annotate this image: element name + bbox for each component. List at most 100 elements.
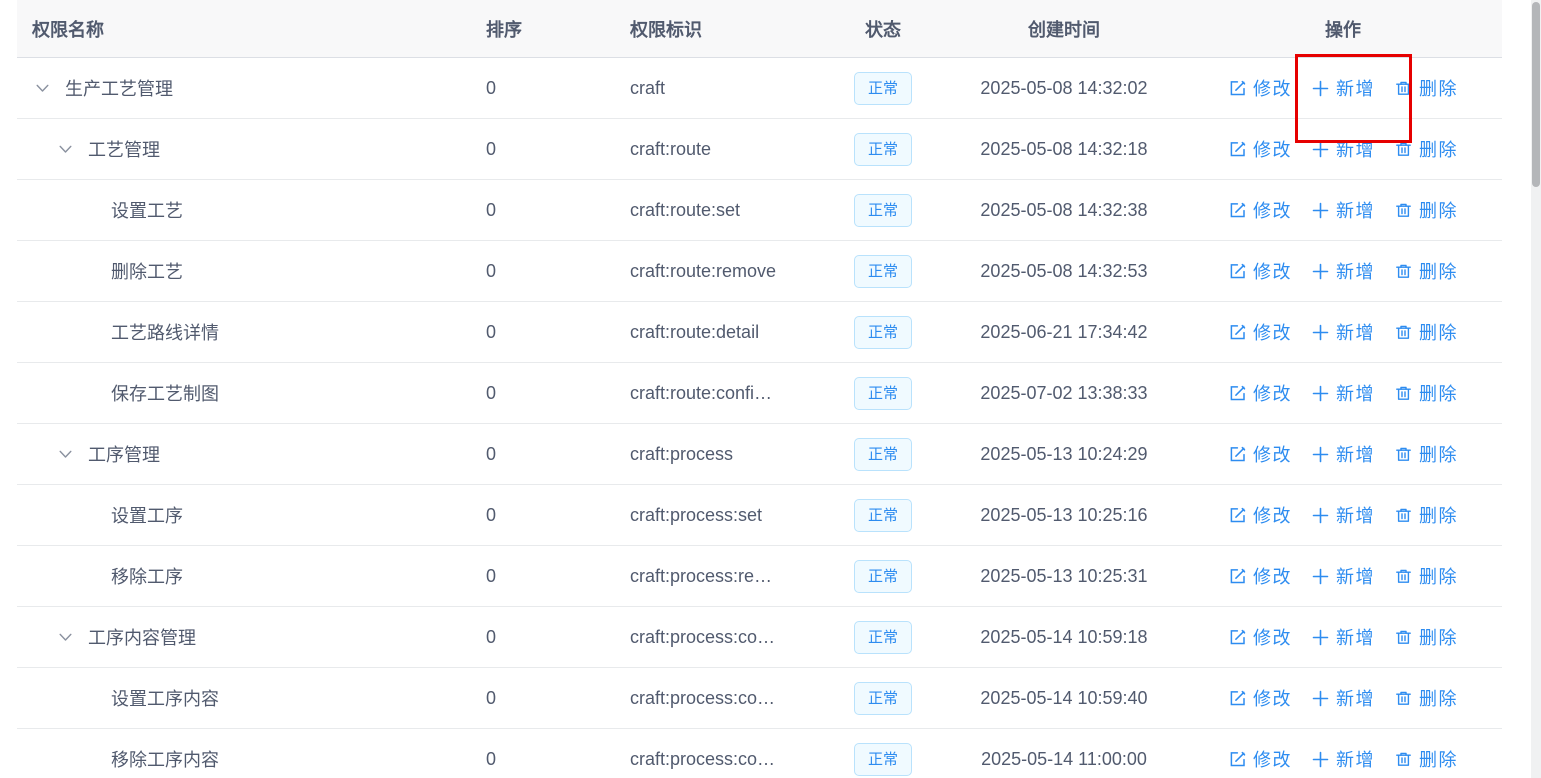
table-row: 移除工序内容 0 craft:process:co… 正常 2025-05-14…	[17, 729, 1502, 778]
add-button[interactable]: 新增	[1311, 197, 1375, 223]
created-time: 2025-05-13 10:25:31	[980, 565, 1148, 586]
status-cell: 正常	[822, 193, 944, 227]
add-button[interactable]: 新增	[1311, 746, 1375, 772]
add-button-label: 新增	[1336, 506, 1375, 526]
chevron-down-icon[interactable]	[36, 84, 65, 93]
chevron-down-icon[interactable]	[59, 145, 88, 154]
chevron-down-icon[interactable]	[59, 633, 88, 642]
created-time: 2025-05-08 14:32:02	[980, 77, 1148, 98]
add-button[interactable]: 新增	[1311, 441, 1375, 467]
permission-key: craft:route:remove	[630, 260, 777, 281]
add-button[interactable]: 新增	[1311, 624, 1375, 650]
edit-button[interactable]: 修改	[1228, 563, 1292, 589]
trash-icon	[1396, 569, 1411, 583]
delete-button[interactable]: 删除	[1394, 563, 1458, 589]
table-row: 生产工艺管理 0 craft 正常 2025-05-08 14:32:02 修改	[17, 58, 1502, 119]
sort-value: 0	[486, 565, 497, 586]
permission-name-cell: 生产工艺管理	[17, 75, 462, 101]
edit-square-icon	[1230, 80, 1246, 95]
delete-button[interactable]: 删除	[1394, 380, 1458, 406]
edit-button[interactable]: 修改	[1228, 75, 1292, 101]
delete-button[interactable]: 删除	[1394, 502, 1458, 528]
edit-button[interactable]: 修改	[1228, 624, 1292, 650]
trash-icon	[1396, 508, 1411, 522]
edit-button[interactable]: 修改	[1228, 502, 1292, 528]
edit-button[interactable]: 修改	[1228, 441, 1292, 467]
permission-name-cell: 工艺管理	[17, 136, 462, 162]
add-button[interactable]: 新增	[1311, 380, 1375, 406]
scrollbar-track[interactable]	[1531, 0, 1541, 778]
delete-button[interactable]: 删除	[1394, 685, 1458, 711]
edit-button[interactable]: 修改	[1228, 258, 1292, 284]
edit-button[interactable]: 修改	[1228, 197, 1292, 223]
permission-name-cell: 删除工艺	[17, 258, 462, 284]
delete-button[interactable]: 删除	[1394, 258, 1458, 284]
delete-button[interactable]: 删除	[1394, 136, 1458, 162]
add-button[interactable]: 新增	[1311, 685, 1375, 711]
add-button[interactable]: 新增	[1311, 75, 1375, 101]
created-time: 2025-05-14 10:59:40	[980, 687, 1148, 708]
table-row: 工艺管理 0 craft:route 正常 2025-05-08 14:32:1…	[17, 119, 1502, 180]
actions-cell: 修改 新增	[1184, 746, 1502, 772]
add-button-label: 新增	[1336, 140, 1375, 160]
permission-name-cell: 移除工序	[17, 563, 462, 589]
actions-cell: 修改 新增	[1184, 258, 1502, 284]
sort-value: 0	[486, 687, 497, 708]
delete-button-label: 删除	[1419, 445, 1458, 465]
edit-button[interactable]: 修改	[1228, 319, 1292, 345]
add-button[interactable]: 新增	[1311, 502, 1375, 528]
edit-square-icon	[1230, 507, 1246, 522]
status-cell: 正常	[822, 376, 944, 410]
edit-button-label: 修改	[1253, 384, 1292, 404]
status-cell: 正常	[822, 437, 944, 471]
edit-button-label: 修改	[1253, 140, 1292, 160]
edit-button[interactable]: 修改	[1228, 746, 1292, 772]
add-button-label: 新增	[1336, 750, 1375, 770]
permission-key: craft:route:detail	[630, 321, 760, 342]
add-button-label: 新增	[1336, 79, 1375, 99]
delete-button[interactable]: 删除	[1394, 319, 1458, 345]
chevron-down-icon[interactable]	[59, 450, 88, 459]
table-row: 工序内容管理 0 craft:process:co… 正常 2025-05-14…	[17, 607, 1502, 668]
add-button-label: 新增	[1336, 689, 1375, 709]
plus-icon	[1312, 385, 1329, 401]
add-button[interactable]: 新增	[1311, 563, 1375, 589]
table-body: 生产工艺管理 0 craft 正常 2025-05-08 14:32:02 修改	[17, 58, 1502, 778]
delete-button[interactable]: 删除	[1394, 75, 1458, 101]
add-button[interactable]: 新增	[1311, 258, 1375, 284]
edit-button[interactable]: 修改	[1228, 380, 1292, 406]
delete-button[interactable]: 删除	[1394, 441, 1458, 467]
column-header-permission-key: 权限标识	[630, 19, 702, 40]
edit-button-label: 修改	[1253, 323, 1292, 343]
add-button-label: 新增	[1336, 262, 1375, 282]
add-button[interactable]: 新增	[1311, 319, 1375, 345]
created-time: 2025-06-21 17:34:42	[980, 321, 1148, 342]
add-button[interactable]: 新增	[1311, 136, 1375, 162]
edit-button-label: 修改	[1253, 79, 1292, 99]
edit-button[interactable]: 修改	[1228, 685, 1292, 711]
scrollbar-thumb[interactable]	[1532, 2, 1540, 187]
created-time: 2025-05-08 14:32:38	[980, 199, 1148, 220]
column-header-sort: 排序	[486, 19, 522, 40]
add-button-label: 新增	[1336, 201, 1375, 221]
delete-button[interactable]: 删除	[1394, 197, 1458, 223]
sort-value: 0	[486, 626, 497, 647]
status-badge: 正常	[853, 437, 912, 471]
delete-button[interactable]: 删除	[1394, 746, 1458, 772]
permission-key: craft	[630, 77, 666, 98]
actions-cell: 修改 新增	[1184, 319, 1502, 345]
delete-button[interactable]: 删除	[1394, 624, 1458, 650]
edit-button[interactable]: 修改	[1228, 136, 1292, 162]
status-badge: 正常	[853, 376, 912, 410]
delete-button-label: 删除	[1419, 750, 1458, 770]
add-button-label: 新增	[1336, 567, 1375, 587]
permission-name-cell: 设置工序	[17, 502, 462, 528]
status-badge: 正常	[853, 132, 912, 166]
permission-name: 工艺路线详情	[111, 323, 219, 343]
created-time: 2025-05-14 10:59:18	[980, 626, 1148, 647]
permission-name: 工序内容管理	[88, 628, 196, 648]
status-cell: 正常	[822, 559, 944, 593]
actions-cell: 修改 新增	[1184, 685, 1502, 711]
permission-name: 保存工艺制图	[111, 384, 219, 404]
add-button-label: 新增	[1336, 384, 1375, 404]
